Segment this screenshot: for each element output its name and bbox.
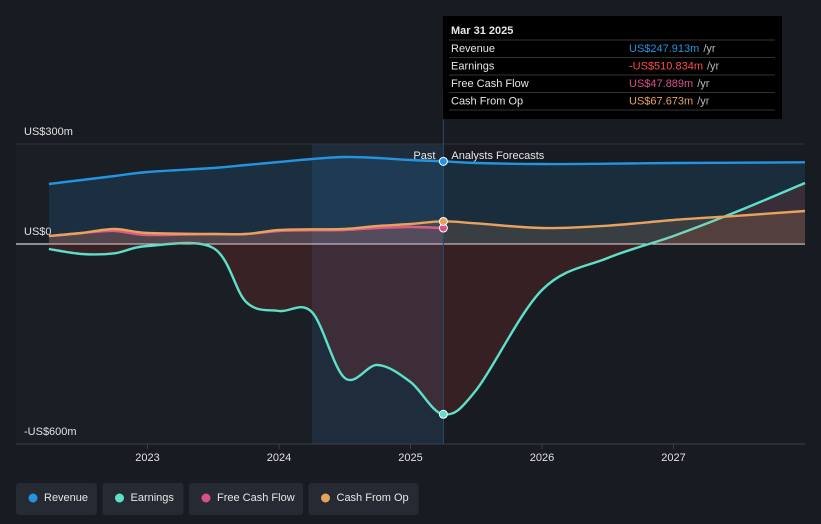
tooltip-value-number: US$247.913m bbox=[629, 43, 699, 55]
x-tick-label: 2024 bbox=[267, 452, 291, 464]
legend-swatch bbox=[321, 493, 330, 503]
legend-label: Cash From Op bbox=[337, 492, 409, 504]
hover-dot bbox=[438, 156, 448, 166]
legend-swatch bbox=[201, 493, 211, 503]
legend-item[interactable]: Free Cash Flow bbox=[189, 483, 303, 515]
series-line bbox=[48, 155, 806, 186]
tooltip-label: Earnings bbox=[451, 60, 495, 72]
tooltip-value: US$67.673m/yr bbox=[629, 95, 710, 107]
x-tick-label: 2027 bbox=[661, 452, 685, 464]
series-line bbox=[48, 181, 806, 416]
tooltip-label: Revenue bbox=[451, 43, 495, 55]
legend-label: Free Cash Flow bbox=[217, 492, 295, 504]
legend-item[interactable]: Cash From Op bbox=[308, 483, 419, 515]
legend-button bbox=[189, 483, 303, 515]
legend-item[interactable]: Earnings bbox=[102, 483, 184, 515]
series-line bbox=[48, 209, 806, 238]
tooltip-value: US$47.889m/yr bbox=[629, 78, 710, 90]
legend-label: Revenue bbox=[44, 492, 88, 504]
tooltip-value-number: US$47.889m bbox=[629, 78, 693, 90]
tooltip-box bbox=[443, 16, 782, 119]
legend-button bbox=[102, 483, 184, 515]
tooltip-value-number: US$67.673m bbox=[629, 95, 693, 107]
forecast-label: Analysts Forecasts bbox=[451, 150, 544, 162]
x-tick-label: 2023 bbox=[135, 452, 159, 464]
x-tick-label: 2026 bbox=[530, 452, 554, 464]
y-tick-label: US$300m bbox=[24, 126, 73, 138]
series-area bbox=[48, 211, 805, 244]
tooltip-unit: /yr bbox=[697, 95, 710, 107]
x-tick-label: 2025 bbox=[398, 452, 422, 464]
y-tick-label: -US$600m bbox=[24, 426, 77, 438]
series-area bbox=[48, 156, 805, 244]
tooltip-label: Cash From Op bbox=[451, 95, 523, 107]
series-area bbox=[48, 183, 805, 415]
hover-dot bbox=[438, 409, 448, 419]
tooltip-value: -US$510.834m/yr bbox=[629, 60, 720, 72]
y-tick-label: US$0 bbox=[24, 226, 52, 238]
past-label: Past bbox=[413, 150, 435, 162]
tooltip-value-number: -US$510.834m bbox=[629, 60, 703, 72]
past-background bbox=[16, 144, 312, 444]
tooltip-label: Free Cash Flow bbox=[451, 78, 529, 90]
legend-item[interactable]: Revenue bbox=[16, 483, 97, 515]
tooltip-unit: /yr bbox=[697, 78, 710, 90]
tooltip-unit: /yr bbox=[707, 60, 720, 72]
legend-button bbox=[308, 483, 419, 515]
legend-swatch bbox=[28, 493, 38, 503]
legend-label: Earnings bbox=[131, 492, 175, 504]
tooltip-unit: /yr bbox=[703, 43, 716, 55]
legend-swatch bbox=[115, 493, 124, 503]
hover-dot bbox=[438, 216, 448, 226]
tooltip-title: Mar 31 2025 bbox=[451, 25, 513, 37]
series-area bbox=[48, 227, 444, 244]
legend-button bbox=[16, 483, 97, 515]
tooltip-value: US$247.913m/yr bbox=[629, 43, 716, 55]
